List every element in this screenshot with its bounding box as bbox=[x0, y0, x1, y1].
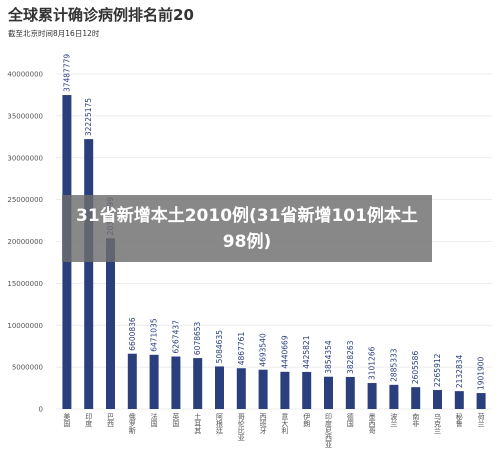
y-tick-label: 25000000 bbox=[7, 196, 43, 204]
bar bbox=[476, 393, 486, 409]
value-label: 4867761 bbox=[237, 332, 246, 366]
y-tick-label: 5000000 bbox=[12, 364, 43, 372]
x-tick-label: 秘鲁 bbox=[455, 412, 463, 428]
news-caption: 31省新增本土2010例(31省新增101例本土98例) bbox=[62, 195, 432, 262]
x-tick-label: 哥伦比亚 bbox=[237, 413, 245, 441]
x-tick-label: 荷兰 bbox=[477, 412, 485, 427]
value-label: 6600836 bbox=[128, 317, 137, 351]
x-tick-label: 德国 bbox=[346, 412, 354, 428]
x-tick-label: 阿根廷 bbox=[216, 412, 224, 435]
x-tick-label: 巴西 bbox=[107, 413, 115, 428]
value-label: 5084635 bbox=[215, 330, 224, 364]
y-tick-label: 40000000 bbox=[7, 71, 43, 79]
value-label: 4440669 bbox=[280, 335, 289, 369]
bar bbox=[454, 391, 464, 409]
y-tick-label: 15000000 bbox=[7, 280, 43, 288]
x-tick-label: 南非 bbox=[412, 412, 420, 428]
bar bbox=[258, 369, 268, 409]
value-label: 3101266 bbox=[368, 346, 377, 380]
bar bbox=[280, 371, 290, 409]
x-tick-label: 波兰 bbox=[390, 412, 398, 427]
value-label: 6078653 bbox=[193, 321, 202, 355]
x-tick-label: 意大利 bbox=[281, 412, 289, 434]
value-label: 4693540 bbox=[259, 333, 268, 367]
bar bbox=[411, 387, 421, 409]
bar bbox=[389, 384, 399, 409]
bar bbox=[171, 356, 181, 409]
value-label: 6471035 bbox=[150, 318, 159, 352]
x-tick-label: 俄罗斯 bbox=[128, 412, 136, 435]
chart-subtitle: 截至北京时间8月16日12时 bbox=[8, 28, 100, 38]
bar bbox=[367, 383, 377, 409]
x-tick-label: 法国 bbox=[150, 412, 158, 428]
x-tick-label: 印度 bbox=[85, 413, 93, 428]
value-label: 2265912 bbox=[433, 353, 442, 387]
value-label: 3854354 bbox=[324, 340, 333, 374]
value-label: 2132834 bbox=[455, 355, 464, 389]
bar bbox=[127, 353, 137, 409]
bar bbox=[236, 368, 246, 409]
x-tick-label: 伊朗 bbox=[303, 412, 311, 428]
value-label: 32225175 bbox=[84, 98, 93, 136]
x-tick-label: 印度尼西亚 bbox=[325, 413, 333, 448]
y-tick-label: 30000000 bbox=[7, 154, 43, 162]
x-tick-label: 西班牙 bbox=[259, 413, 267, 435]
value-label: 2885333 bbox=[389, 348, 398, 382]
value-label: 4425821 bbox=[302, 335, 311, 369]
x-tick-label: 英国 bbox=[172, 412, 180, 428]
y-tick-label: 35000000 bbox=[7, 112, 43, 120]
x-tick-label: 土耳其 bbox=[194, 412, 202, 435]
bar bbox=[215, 366, 224, 409]
x-tick-label: 美国 bbox=[63, 412, 71, 428]
value-label: 3828263 bbox=[346, 340, 355, 374]
bar bbox=[302, 371, 312, 409]
bar bbox=[193, 358, 203, 409]
value-label: 37487779 bbox=[62, 54, 71, 92]
x-tick-label: 墨西哥 bbox=[368, 413, 376, 434]
bar bbox=[324, 376, 333, 409]
bar bbox=[106, 238, 115, 409]
bar bbox=[84, 139, 94, 409]
chart-title: 全球累计确诊病例排名前20 bbox=[7, 6, 194, 24]
y-tick-label: 10000000 bbox=[7, 322, 43, 330]
bar bbox=[433, 390, 442, 409]
y-tick-label: 20000000 bbox=[7, 238, 43, 246]
value-label: 2605586 bbox=[411, 351, 420, 385]
value-label: 1901900 bbox=[477, 356, 486, 390]
x-tick-label: 乌克兰 bbox=[434, 412, 442, 434]
value-label: 6267437 bbox=[171, 320, 180, 354]
bar bbox=[345, 376, 355, 409]
y-tick-label: 0 bbox=[39, 406, 43, 414]
bar bbox=[149, 354, 159, 409]
